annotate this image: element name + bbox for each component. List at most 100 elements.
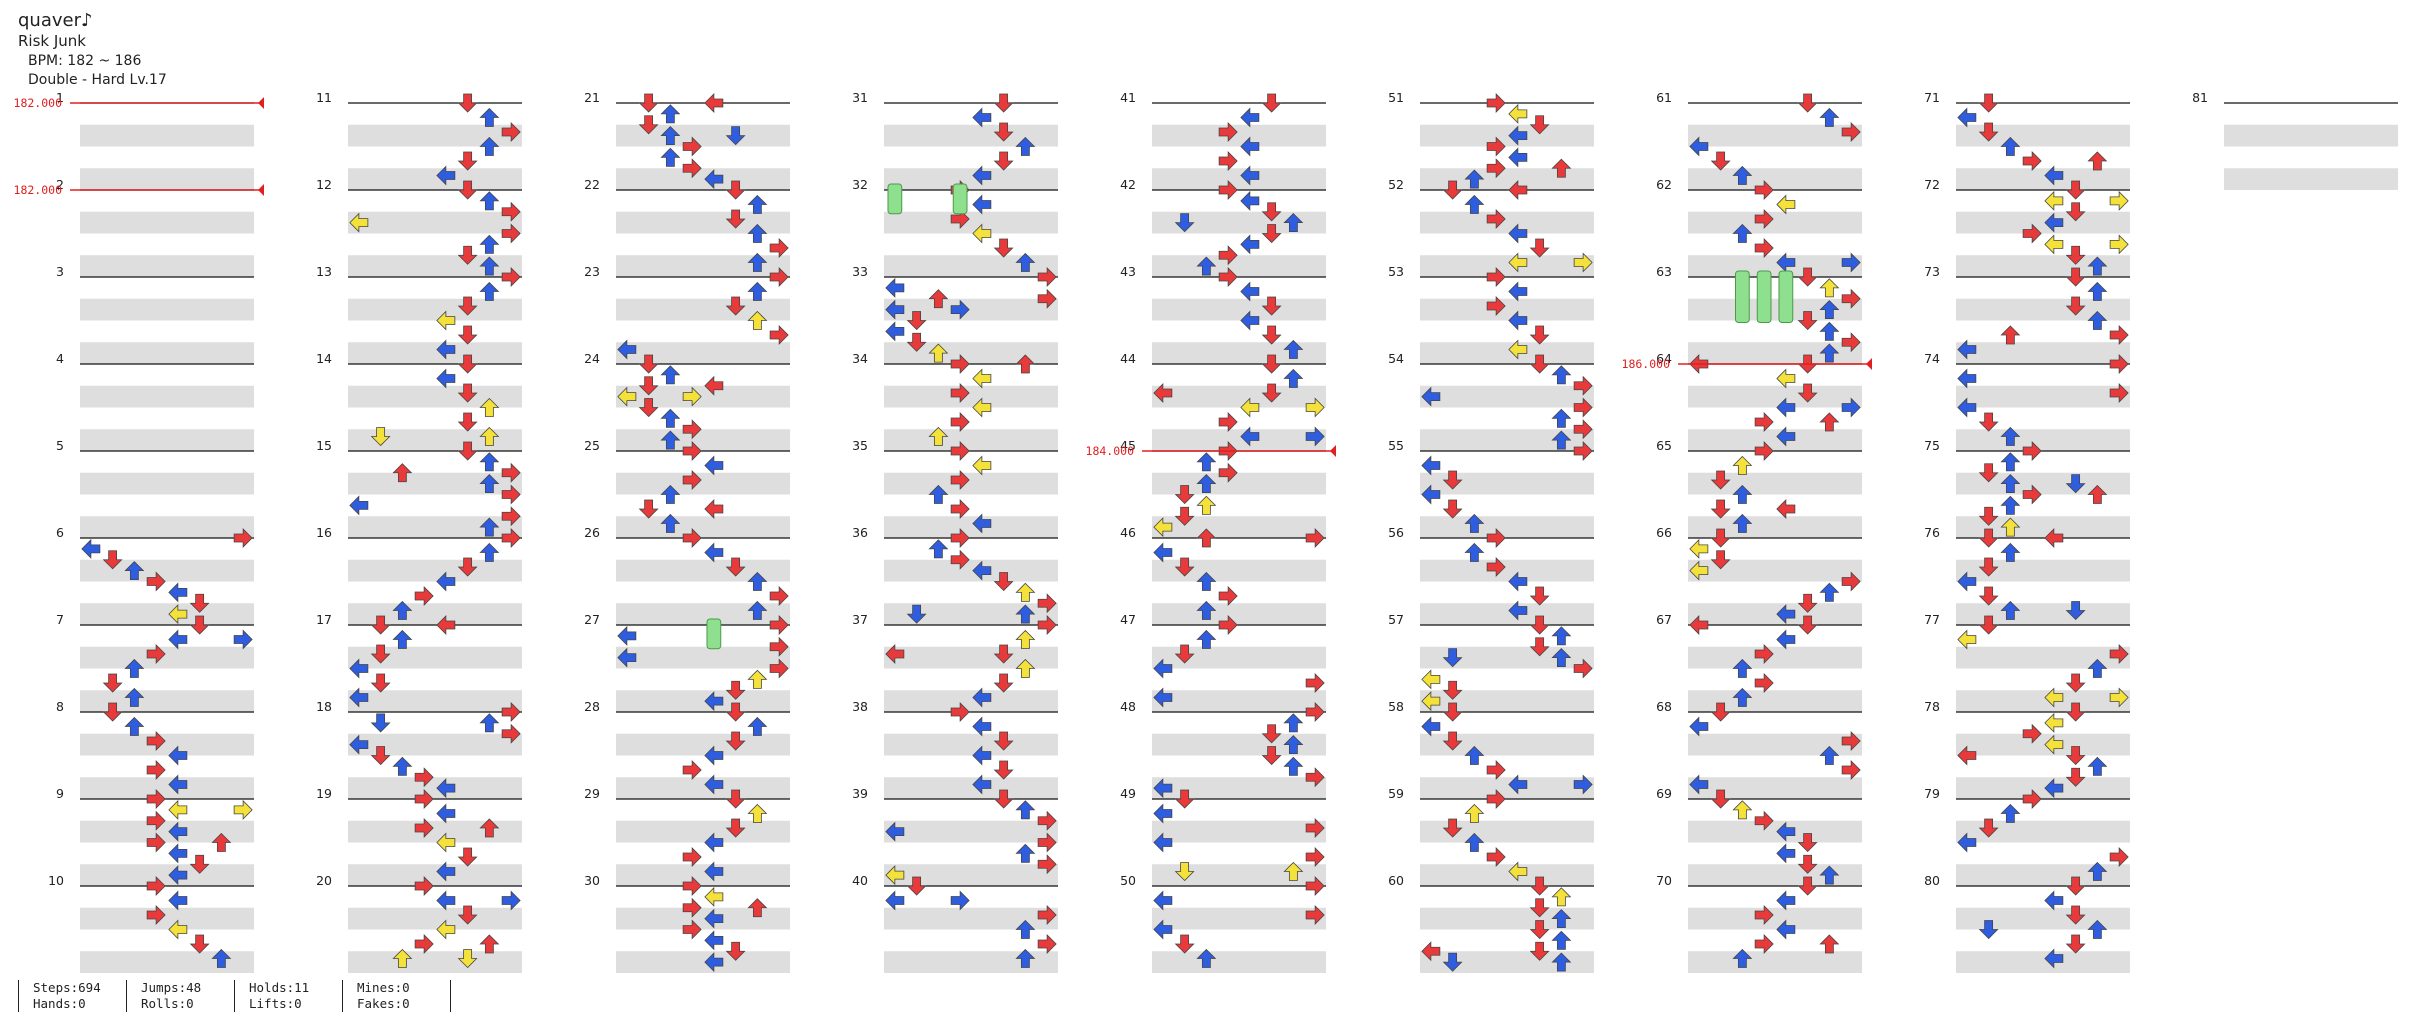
arrow-up-icon	[747, 281, 768, 301]
arrow-left-icon	[972, 165, 992, 186]
arrow-up-icon	[1819, 412, 1840, 432]
arrow-down-icon	[2065, 267, 2086, 287]
arrow-left-icon	[1508, 600, 1528, 621]
beat-stripe	[80, 907, 254, 930]
arrow-up-icon	[1551, 887, 1572, 907]
arrow-up-icon	[2087, 151, 2108, 171]
arrow-down-icon	[638, 499, 659, 519]
arrow-right-icon	[769, 586, 789, 606]
arrow-down-icon	[993, 122, 1014, 142]
arrow-right-icon	[1573, 441, 1593, 461]
bpm-change-marker: 182.000	[14, 183, 264, 197]
arrow-down-icon	[457, 151, 478, 171]
beat-stripe	[348, 951, 522, 973]
beat-stripe	[616, 342, 790, 364]
measure-73: 73	[1924, 264, 2130, 364]
arrow-left-icon	[1508, 571, 1528, 592]
measure-59: 59	[1388, 786, 1594, 886]
measure-80: 80	[1924, 873, 2130, 973]
measure-number: 38	[852, 699, 868, 714]
beat-stripe	[1956, 603, 2130, 625]
measure-23: 23	[584, 264, 790, 364]
measure-16: 16	[316, 525, 522, 625]
beat-stripe	[2224, 168, 2398, 190]
measure-37: 37	[852, 612, 1058, 712]
arrow-right-icon	[2022, 441, 2042, 461]
measure-48: 48	[1120, 699, 1326, 799]
arrow-right-icon	[2109, 325, 2129, 345]
measure-69: 69	[1656, 786, 1862, 886]
arrow-up-icon	[2087, 256, 2108, 276]
arrow-down-icon	[1529, 898, 1550, 918]
beat-stripe	[1420, 255, 1594, 277]
arrow-right-icon	[2022, 484, 2042, 505]
arrow-right-icon	[1486, 528, 1506, 548]
arrow-right-icon	[1486, 267, 1506, 287]
beat-stripe	[616, 298, 790, 321]
arrow-left-icon	[436, 778, 456, 799]
arrow-down-icon	[189, 615, 210, 635]
beat-stripe	[1688, 733, 1862, 756]
beat-stripe	[616, 516, 790, 538]
arrow-right-icon	[682, 760, 702, 780]
arrow-left-icon	[1957, 107, 1977, 128]
beat-stripe	[1420, 211, 1594, 234]
arrow-right-icon	[146, 832, 166, 853]
beat-stripe	[80, 603, 254, 625]
measure-number: 62	[1656, 177, 1672, 192]
stat-steps: Steps:694	[33, 980, 101, 995]
beat-stripe	[348, 646, 522, 669]
measure-number: 51	[1388, 90, 1404, 105]
arrow-down-icon	[102, 550, 123, 570]
arrow-up-icon	[1732, 223, 1753, 243]
measure-number: 63	[1656, 264, 1672, 279]
measure-number: 53	[1388, 264, 1404, 279]
beat-stripe	[80, 472, 254, 495]
arrow-left-icon	[1421, 691, 1441, 712]
arrow-up-icon	[2000, 803, 2021, 823]
arrow-right-icon	[501, 462, 521, 483]
arrow-down-icon	[993, 93, 1014, 113]
arrow-down-icon	[370, 644, 391, 664]
beat-stripe	[616, 211, 790, 234]
arrow-left-icon	[168, 582, 188, 603]
arrow-down-icon	[1261, 746, 1282, 766]
beat-stripe	[884, 516, 1058, 538]
arrow-right-icon	[146, 760, 166, 780]
arrow-right-icon	[950, 441, 970, 461]
arrow-right-icon	[1037, 810, 1057, 831]
arrow-left-icon	[704, 774, 724, 795]
arrow-up-icon	[392, 463, 413, 483]
arrow-up-icon	[747, 223, 768, 243]
beat-stripe	[1688, 559, 1862, 582]
arrow-right-icon	[2109, 190, 2129, 211]
beat-stripe	[1956, 907, 2130, 930]
arrow-right-icon	[950, 383, 970, 403]
arrow-up-icon	[1196, 452, 1217, 472]
arrow-left-icon	[1240, 281, 1260, 302]
arrow-down-icon	[906, 604, 927, 624]
beat-stripe	[1152, 168, 1326, 190]
arrow-down-icon	[638, 354, 659, 374]
arrow-down-icon	[2065, 245, 2086, 265]
beat-stripe	[884, 733, 1058, 756]
measure-46: 46	[1120, 525, 1326, 625]
measure-number: 30	[584, 873, 600, 888]
arrow-up-icon	[1015, 252, 1036, 272]
beat-stripe	[80, 733, 254, 756]
beat-stripe	[1688, 211, 1862, 234]
measure-14: 14	[316, 351, 522, 451]
arrow-down-icon	[457, 245, 478, 265]
arrow-right-icon	[1754, 905, 1774, 925]
song-artist: Risk Junk	[18, 32, 86, 50]
beat-stripe	[1956, 820, 2130, 843]
arrow-down-icon	[1261, 202, 1282, 222]
arrow-right-icon	[501, 201, 521, 222]
stat-hands: Hands:0	[33, 996, 86, 1011]
arrow-up-icon	[1819, 865, 1840, 885]
arrow-down-icon	[993, 238, 1014, 258]
arrow-right-icon	[1754, 209, 1774, 229]
measure-55: 55	[1388, 438, 1594, 538]
arrow-left-icon	[972, 687, 992, 708]
arrow-down-icon	[189, 593, 210, 613]
